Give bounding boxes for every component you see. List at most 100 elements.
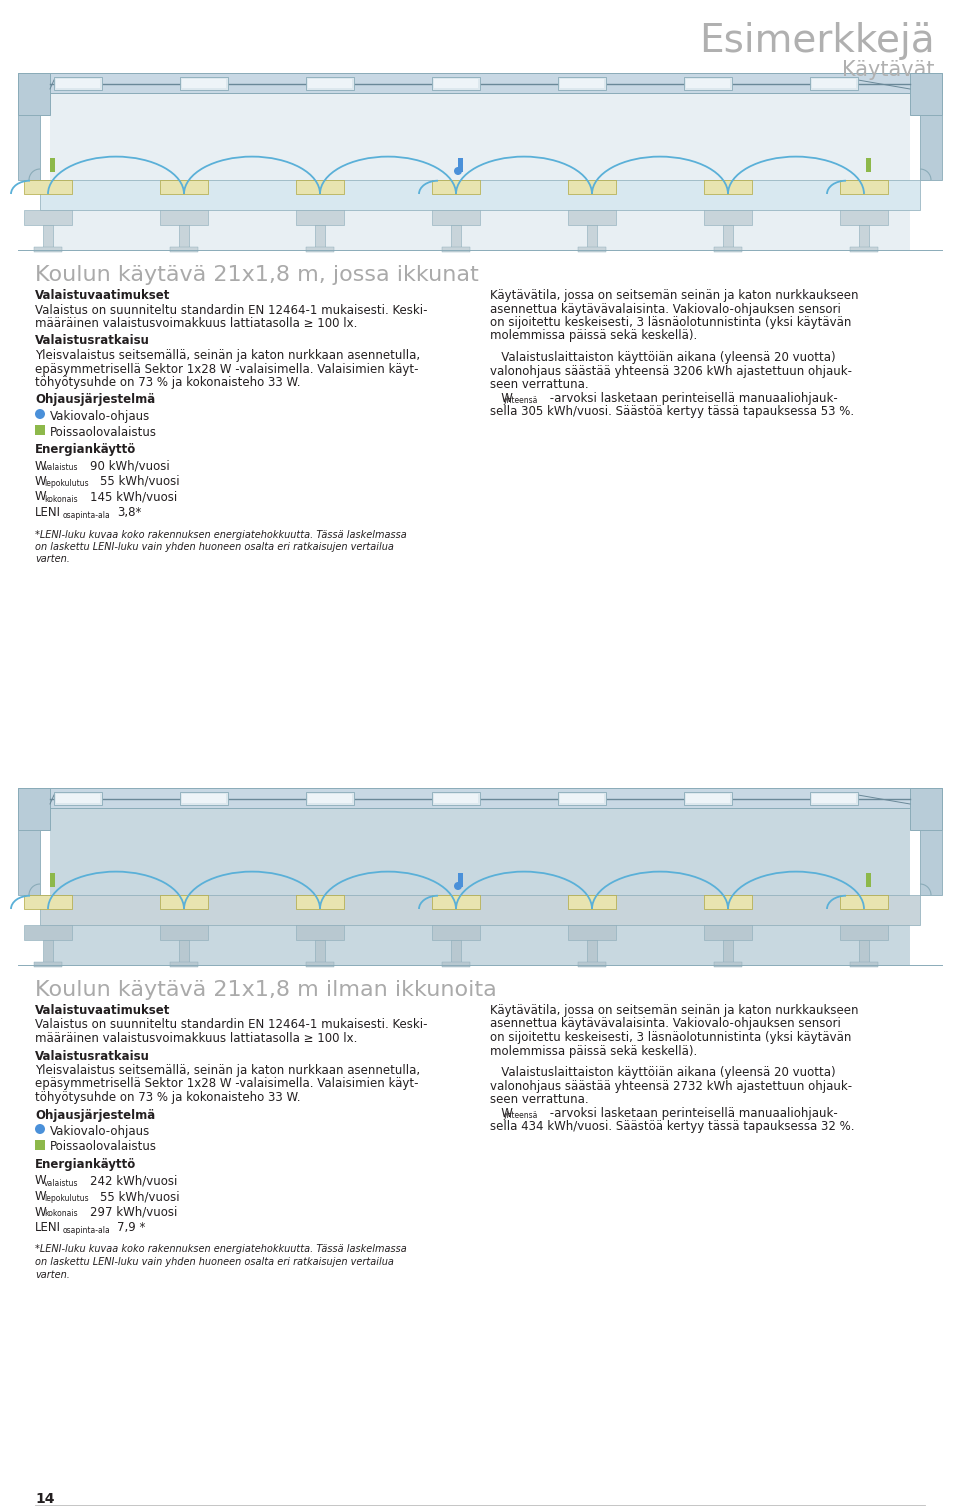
Text: 3,8*: 3,8* [117,507,141,519]
Bar [910,73,942,115]
Text: epäsymmetrisellä Sektor 1x28 W -valaisimella. Valaisimien käyt-: epäsymmetrisellä Sektor 1x28 W -valaisim… [35,363,419,375]
Text: Energiankäyttö: Energiankäyttö [35,1158,136,1170]
Text: Energiankäyttö: Energiankäyttö [35,443,136,457]
Bar [54,77,102,91]
Bar [296,210,344,225]
Bar [812,794,856,803]
Bar [850,246,878,253]
Bar [442,962,470,968]
Text: valaistus: valaistus [44,1178,79,1187]
Bar [179,225,189,249]
Text: W: W [490,1107,513,1119]
Text: valonohjaus säästää yhteensä 2732 kWh ajastettuun ohjauk-: valonohjaus säästää yhteensä 2732 kWh aj… [490,1080,852,1093]
Bar [170,246,198,253]
Bar [296,895,344,909]
Polygon shape [50,807,910,965]
Bar [859,940,869,965]
Text: töhyötysuhde on 73 % ja kokonaisteho 33 W.: töhyötysuhde on 73 % ja kokonaisteho 33 … [35,376,300,389]
Bar [179,940,189,965]
Bar [56,794,100,803]
Text: Valaistuslaittaiston käyttöiän aikana (yleensä 20 vuotta): Valaistuslaittaiston käyttöiän aikana (y… [490,1066,835,1080]
Bar [50,872,55,888]
Bar [587,940,597,965]
Text: valonohjaus säästää yhteensä 3206 kWh ajastettuun ohjauk-: valonohjaus säästää yhteensä 3206 kWh aj… [490,364,852,378]
Bar [432,792,480,804]
Bar [432,895,480,909]
Bar [315,225,325,249]
Bar [24,180,72,194]
Text: Käytävätila, jossa on seitsemän seinän ja katon nurkkaukseen: Käytävätila, jossa on seitsemän seinän j… [490,289,858,302]
Bar [56,79,100,88]
Bar [704,895,752,909]
Text: 297 kWh/vuosi: 297 kWh/vuosi [90,1205,178,1219]
Text: Esimerkkejä: Esimerkkejä [700,23,935,60]
Text: *LENI-luku kuvaa koko rakennuksen energiatehokkuutta. Tässä laskelmassa: *LENI-luku kuvaa koko rakennuksen energi… [35,529,407,540]
Bar [50,157,55,172]
Text: W: W [35,490,47,503]
Text: W: W [35,1175,47,1187]
Bar [560,794,604,803]
Circle shape [454,881,462,891]
Text: lepokulutus: lepokulutus [44,1194,88,1204]
Text: töhyötysuhde on 73 % ja kokonaisteho 33 W.: töhyötysuhde on 73 % ja kokonaisteho 33 … [35,1092,300,1104]
Bar [558,792,606,804]
Text: Koulun käytävä 21x1,8 m, jossa ikkunat: Koulun käytävä 21x1,8 m, jossa ikkunat [35,265,479,284]
Text: Vakiovalo-ohjaus: Vakiovalo-ohjaus [50,410,151,423]
Bar [704,180,752,194]
Bar [315,940,325,965]
Bar [714,246,742,253]
Bar [18,788,942,807]
Bar [306,246,334,253]
Text: lepokulutus: lepokulutus [44,479,88,488]
Bar [568,895,616,909]
Bar [34,962,62,968]
Bar [840,180,888,194]
Text: kokonais: kokonais [44,494,78,503]
Bar [810,77,858,91]
Circle shape [35,1123,45,1134]
Text: LENI: LENI [35,1222,61,1234]
Text: Valaistusratkaisu: Valaistusratkaisu [35,1049,150,1063]
Bar [568,925,616,940]
Bar [859,225,869,249]
Text: Ohjausjärjestelmä: Ohjausjärjestelmä [35,393,156,407]
Bar [850,962,878,968]
Text: asennettua käytävävalaisinta. Vakiovalo-ohjauksen sensori: asennettua käytävävalaisinta. Vakiovalo-… [490,302,841,316]
Bar [18,830,40,895]
Text: W: W [490,392,513,405]
Text: LENI: LENI [35,507,61,519]
Text: Yleisvalaistus seitsemällä, seinän ja katon nurkkaan asennetulla,: Yleisvalaistus seitsemällä, seinän ja ka… [35,349,420,361]
Bar [704,925,752,940]
Text: määräinen valaistusvoimakkuus lattiatasolla ≥ 100 lx.: määräinen valaistusvoimakkuus lattiataso… [35,318,357,330]
Text: -arvoksi lasketaan perinteisellä manuaaliohjauk-: -arvoksi lasketaan perinteisellä manuaal… [546,1107,838,1119]
Bar [684,77,732,91]
Text: on sijoitettu keskeisesti, 3 läsnäolotunnistinta (yksi käytävän: on sijoitettu keskeisesti, 3 läsnäolotun… [490,1031,852,1043]
Text: Poissaolovalaistus: Poissaolovalaistus [50,425,157,438]
Bar [866,872,871,888]
Text: määräinen valaistusvoimakkuus lattiatasolla ≥ 100 lx.: määräinen valaistusvoimakkuus lattiataso… [35,1033,357,1045]
Bar [182,79,226,88]
Bar [24,895,72,909]
Bar [451,940,461,965]
Bar [458,872,463,888]
Text: molemmissa päissä sekä keskellä).: molemmissa päissä sekä keskellä). [490,1045,697,1057]
Bar [296,180,344,194]
Bar [458,157,463,172]
Text: Käytävätila, jossa on seitsemän seinän ja katon nurkkaukseen: Käytävätila, jossa on seitsemän seinän j… [490,1004,858,1018]
Bar [18,788,50,830]
Bar [18,73,942,94]
Bar [704,210,752,225]
Text: Koulun käytävä 21x1,8 m ilman ikkunoita: Koulun käytävä 21x1,8 m ilman ikkunoita [35,980,496,999]
Text: 7,9 *: 7,9 * [117,1222,145,1234]
Bar [686,79,730,88]
Text: Valaistuslaittaiston käyttöiän aikana (yleensä 20 vuotta): Valaistuslaittaiston käyttöiän aikana (y… [490,351,835,364]
Bar [24,210,72,225]
Bar [451,225,461,249]
Bar [920,115,942,180]
Bar [840,925,888,940]
Polygon shape [50,94,910,249]
Bar [43,225,53,249]
Circle shape [35,410,45,419]
Text: W: W [35,475,47,488]
Text: epäsymmetrisellä Sektor 1x28 W -valaisimella. Valaisimien käyt-: epäsymmetrisellä Sektor 1x28 W -valaisim… [35,1078,419,1090]
